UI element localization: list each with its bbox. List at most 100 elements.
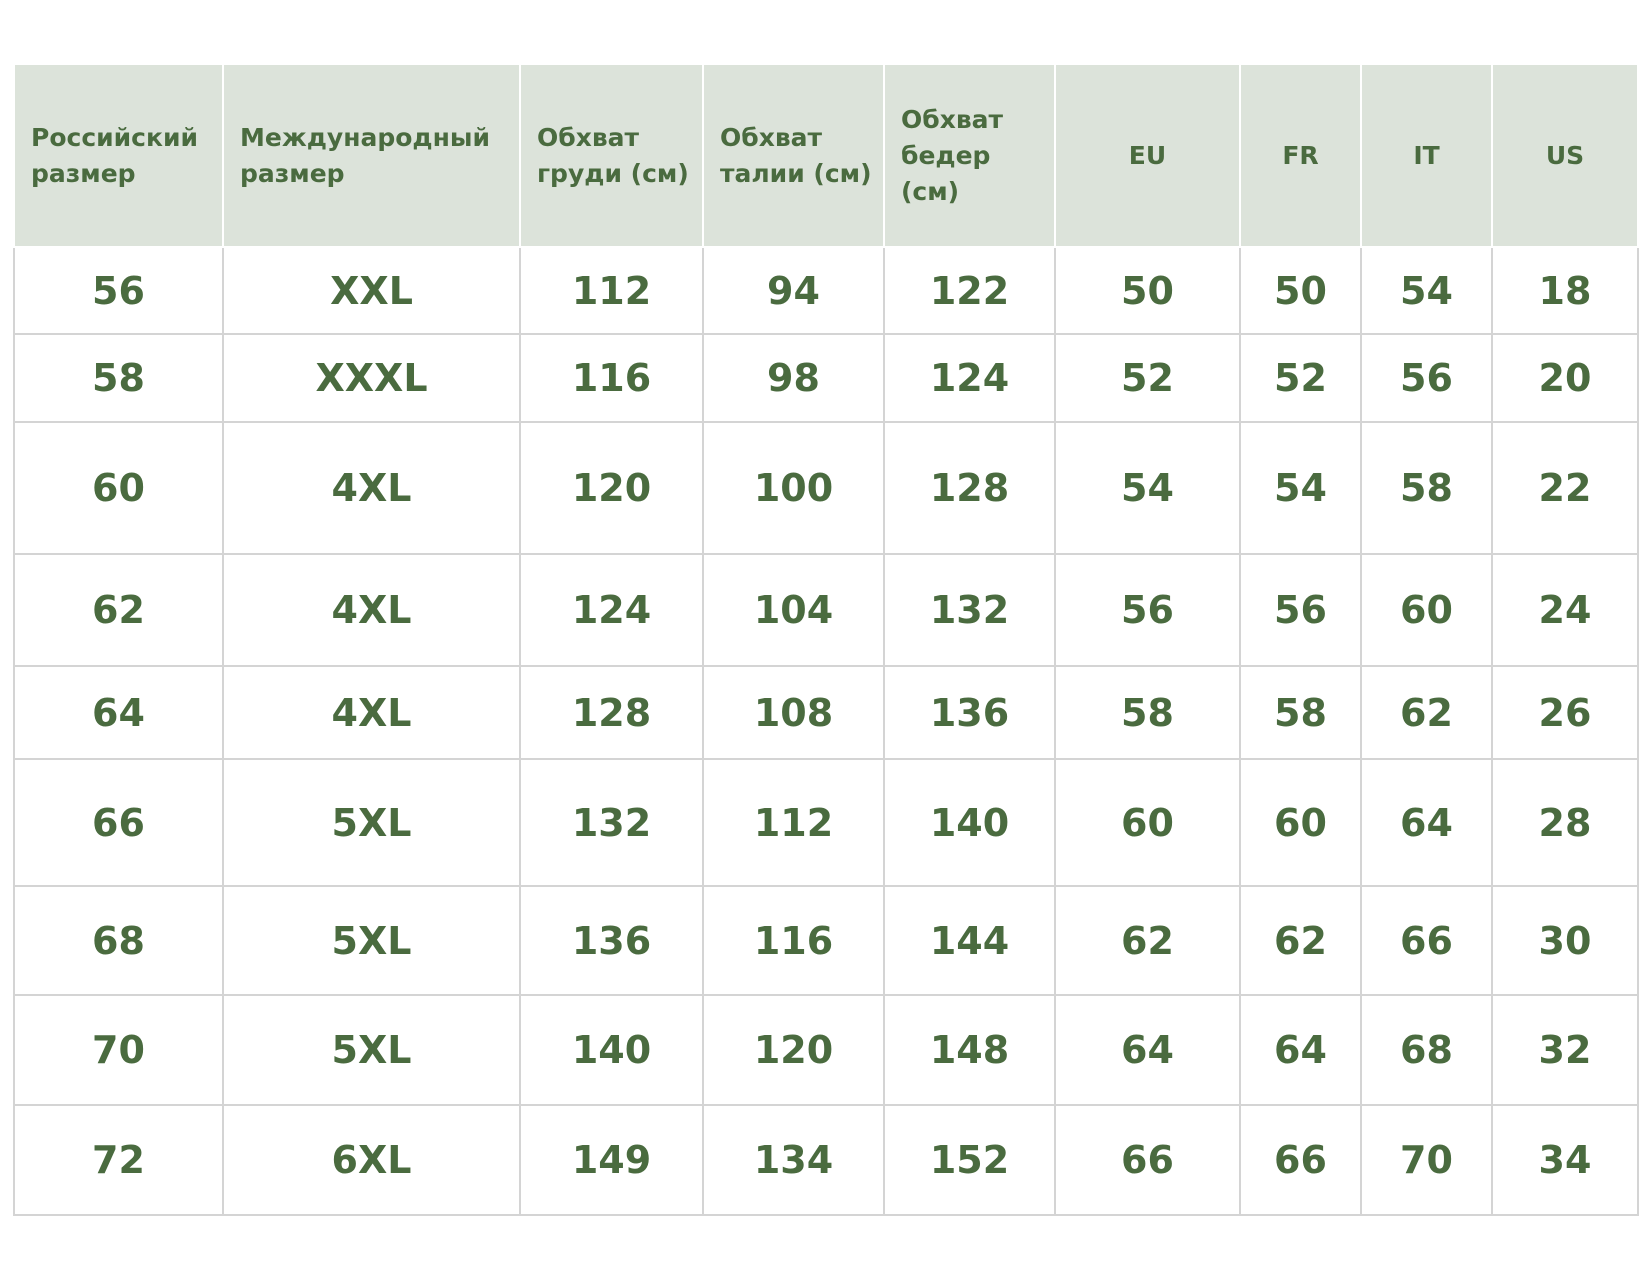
table-row: 72 6XL 149 134 152 66 66 70 34 [13, 1104, 1639, 1216]
table-cell: 56 [1360, 333, 1493, 423]
table-cell: 62 [1054, 885, 1241, 996]
table-cell: 120 [702, 994, 885, 1106]
table-cell: 98 [702, 333, 885, 423]
header-cell: EU [1054, 63, 1241, 248]
table-cell: 30 [1491, 885, 1639, 996]
table-cell: 62 [1239, 885, 1362, 996]
table-cell: 100 [702, 421, 885, 555]
table-cell: 54 [1239, 421, 1362, 555]
header-cell: Обхват груди (см) [519, 63, 704, 248]
size-table: Российский размер Международный размер Обх… [13, 63, 1639, 1216]
header-cell: IT [1360, 63, 1493, 248]
table-cell: 20 [1491, 333, 1639, 423]
table-cell: 28 [1491, 758, 1639, 887]
table-cell: 132 [883, 553, 1056, 667]
table-cell: 140 [519, 994, 704, 1106]
table-cell: XXL [222, 246, 521, 335]
table-cell: 5XL [222, 758, 521, 887]
table-cell: 70 [1360, 1104, 1493, 1216]
table-cell: 6XL [222, 1104, 521, 1216]
table-cell: 56 [1239, 553, 1362, 667]
table-cell: 64 [1239, 994, 1362, 1106]
table-cell: 54 [1360, 246, 1493, 335]
table-cell: 64 [1054, 994, 1241, 1106]
table-cell: 58 [13, 333, 224, 423]
table-row: 68 5XL 136 116 144 62 62 66 30 [13, 885, 1639, 996]
table-cell: 136 [519, 885, 704, 996]
table-row: 62 4XL 124 104 132 56 56 60 24 [13, 553, 1639, 667]
table-row: 70 5XL 140 120 148 64 64 68 32 [13, 994, 1639, 1106]
table-cell: 134 [702, 1104, 885, 1216]
table-cell: 144 [883, 885, 1056, 996]
table-cell: 60 [1360, 553, 1493, 667]
table-cell: 108 [702, 665, 885, 760]
table-cell: 128 [883, 421, 1056, 555]
table-cell: 24 [1491, 553, 1639, 667]
table-cell: 66 [1239, 1104, 1362, 1216]
table-cell: 104 [702, 553, 885, 667]
table-cell: 32 [1491, 994, 1639, 1106]
table-cell: 64 [1360, 758, 1493, 887]
table-cell: 26 [1491, 665, 1639, 760]
table-cell: 72 [13, 1104, 224, 1216]
table-row: 56 XXL 112 94 122 50 50 54 18 [13, 246, 1639, 335]
table-cell: 122 [883, 246, 1056, 335]
table-cell: 62 [1360, 665, 1493, 760]
header-cell: Обхват талии (см) [702, 63, 885, 248]
table-cell: 22 [1491, 421, 1639, 555]
table-row: 58 XXXL 116 98 124 52 52 56 20 [13, 333, 1639, 423]
table-cell: 52 [1054, 333, 1241, 423]
header-cell: FR [1239, 63, 1362, 248]
table-cell: 148 [883, 994, 1056, 1106]
header-cell: Международный размер [222, 63, 521, 248]
table-cell: 128 [519, 665, 704, 760]
table-cell: 70 [13, 994, 224, 1106]
table-cell: 120 [519, 421, 704, 555]
table-cell: 66 [13, 758, 224, 887]
table-row: 64 4XL 128 108 136 58 58 62 26 [13, 665, 1639, 760]
table-cell: 4XL [222, 553, 521, 667]
header-cell: Российский размер [13, 63, 224, 248]
table-cell: 52 [1239, 333, 1362, 423]
table-cell: 50 [1054, 246, 1241, 335]
table-cell: 124 [883, 333, 1056, 423]
table-cell: 116 [519, 333, 704, 423]
table-row: 66 5XL 132 112 140 60 60 64 28 [13, 758, 1639, 887]
table-cell: 5XL [222, 994, 521, 1106]
table-cell: 94 [702, 246, 885, 335]
table-cell: 116 [702, 885, 885, 996]
table-cell: 64 [13, 665, 224, 760]
table-cell: XXXL [222, 333, 521, 423]
table-cell: 140 [883, 758, 1056, 887]
table-cell: 4XL [222, 665, 521, 760]
table-cell: 60 [1239, 758, 1362, 887]
table-cell: 149 [519, 1104, 704, 1216]
table-cell: 152 [883, 1104, 1056, 1216]
table-cell: 66 [1360, 885, 1493, 996]
header-row: Российский размер Международный размер Обх… [13, 63, 1639, 248]
table-cell: 60 [13, 421, 224, 555]
table-cell: 50 [1239, 246, 1362, 335]
table-cell: 136 [883, 665, 1056, 760]
table-cell: 124 [519, 553, 704, 667]
table-cell: 58 [1239, 665, 1362, 760]
table-cell: 62 [13, 553, 224, 667]
table-row: 60 4XL 120 100 128 54 54 58 22 [13, 421, 1639, 555]
table-cell: 34 [1491, 1104, 1639, 1216]
header-cell: Обхват бедер (см) [883, 63, 1056, 248]
table-cell: 68 [13, 885, 224, 996]
table-cell: 112 [702, 758, 885, 887]
table-cell: 58 [1054, 665, 1241, 760]
table-cell: 60 [1054, 758, 1241, 887]
table-cell: 132 [519, 758, 704, 887]
table-body: 56 XXL 112 94 122 50 50 54 18 58 XXXL 116 98 124 52 52 5… [13, 246, 1639, 1216]
table-cell: 4XL [222, 421, 521, 555]
table-cell: 66 [1054, 1104, 1241, 1216]
table-cell: 56 [1054, 553, 1241, 667]
table-cell: 54 [1054, 421, 1241, 555]
table-cell: 56 [13, 246, 224, 335]
table-cell: 68 [1360, 994, 1493, 1106]
header-cell: US [1491, 63, 1639, 248]
table-cell: 112 [519, 246, 704, 335]
